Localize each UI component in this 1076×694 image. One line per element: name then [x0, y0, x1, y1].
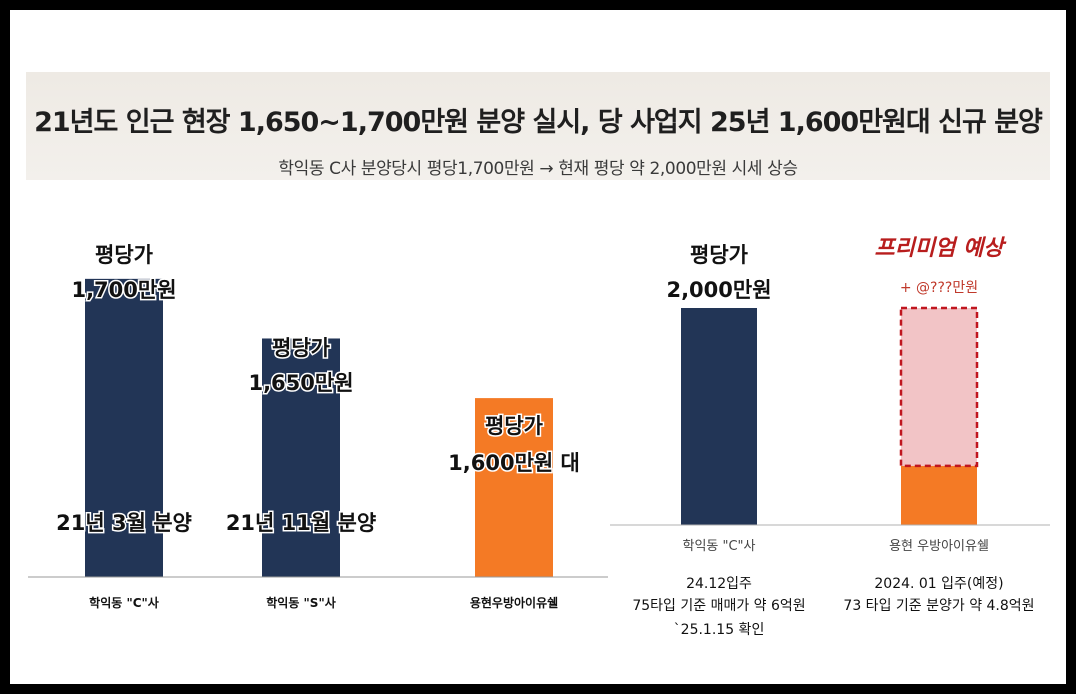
- bar-note: 73 타입 기준 분양가 약 4.8억원: [843, 598, 1034, 614]
- header-banner: 21년도 인근 현장 1,650~1,700만원 분양 실시, 당 사업지 25…: [26, 72, 1050, 180]
- tick-label: 학익동 "S"사: [266, 595, 336, 610]
- tick-label: 학익동 "C"사: [89, 595, 159, 610]
- premium-title: 프리미엄 예상: [874, 236, 1007, 261]
- slide: 21년도 인근 현장 1,650~1,700만원 분양 실시, 당 사업지 25…: [10, 10, 1066, 684]
- data-label: 2,000만원: [666, 278, 771, 302]
- tick-label: 용현 우방아이유쉘: [889, 539, 989, 554]
- bar-note: 21년 11월 분양: [226, 511, 376, 535]
- data-label: 1,650만원: [248, 371, 353, 395]
- data-label: 평당가: [690, 243, 749, 267]
- data-label: 평당가: [95, 243, 154, 267]
- bar: [262, 338, 340, 577]
- data-label: 평당가: [272, 336, 331, 360]
- premium-amount-label: + @???만원: [900, 280, 978, 296]
- page-subtitle: 학익동 C사 분양당시 평당1,700만원 → 현재 평당 약 2,000만원 …: [278, 159, 798, 179]
- bar: [85, 278, 163, 577]
- data-label: 평당가: [485, 414, 544, 438]
- data-label: 1,600만원 대: [448, 451, 580, 475]
- data-label: 1,700만원: [71, 278, 176, 302]
- bar-note: `25.1.15 확인: [674, 622, 765, 638]
- page-title: 21년도 인근 현장 1,650~1,700만원 분양 실시, 당 사업지 25…: [34, 107, 1043, 138]
- bar-note: 24.12입주: [686, 576, 752, 592]
- tick-label: 용현우방아이유쉘: [470, 595, 558, 610]
- bar: [681, 308, 757, 525]
- premium-estimate-box: [899, 306, 979, 468]
- bar-note: 21년 3월 분양: [56, 511, 192, 535]
- bar: [475, 398, 553, 577]
- tick-label: 학익동 "C"사: [682, 539, 755, 554]
- bar: [901, 465, 977, 525]
- bar-note: 2024. 01 입주(예정): [874, 576, 1003, 592]
- bar-note: 75타입 기준 매매가 약 6억원: [632, 598, 805, 614]
